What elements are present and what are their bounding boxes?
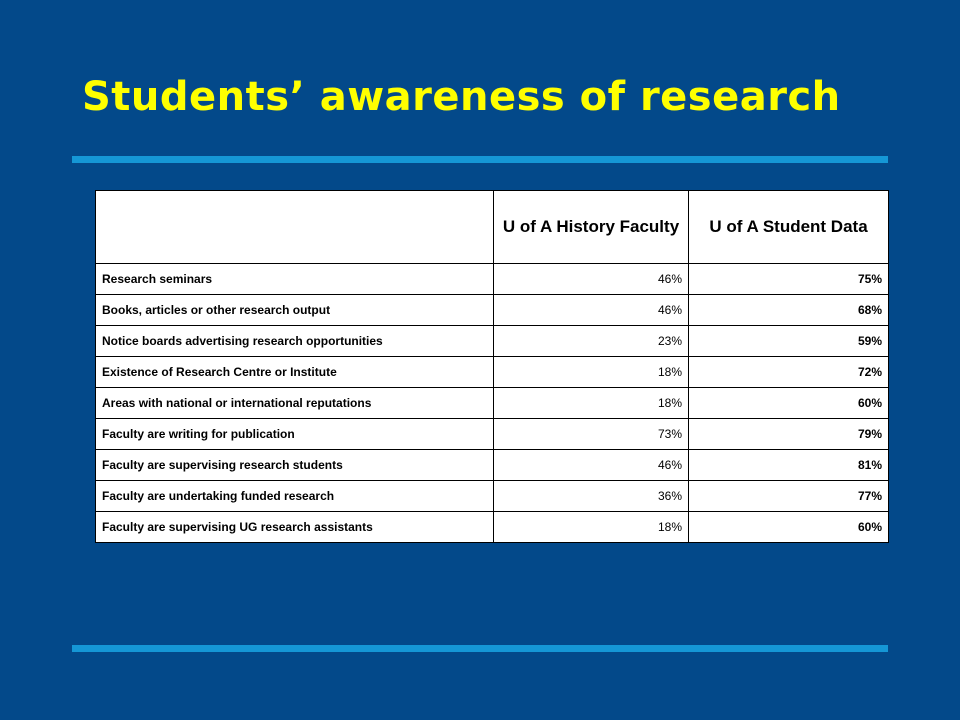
table-row: Existence of Research Centre or Institut…: [95, 356, 889, 388]
row-label: Research seminars: [95, 263, 494, 295]
student-value: 81%: [688, 449, 889, 481]
faculty-value: 18%: [493, 511, 689, 543]
row-label: Areas with national or international rep…: [95, 387, 494, 419]
table-row: Research seminars 46% 75%: [95, 263, 889, 295]
header-history-faculty: U of A History Faculty: [493, 190, 689, 264]
row-label: Faculty are supervising UG research assi…: [95, 511, 494, 543]
table-row: Areas with national or international rep…: [95, 387, 889, 419]
student-value: 72%: [688, 356, 889, 388]
table-row: Faculty are writing for publication 73% …: [95, 418, 889, 450]
student-value: 59%: [688, 325, 889, 357]
table-row: Notice boards advertising research oppor…: [95, 325, 889, 357]
table-row: Faculty are undertaking funded research …: [95, 480, 889, 512]
row-label: Faculty are supervising research student…: [95, 449, 494, 481]
table-header-row: U of A History Faculty U of A Student Da…: [95, 190, 889, 264]
top-divider: [72, 156, 888, 163]
faculty-value: 46%: [493, 449, 689, 481]
student-value: 60%: [688, 511, 889, 543]
header-empty: [95, 190, 494, 264]
faculty-value: 18%: [493, 387, 689, 419]
row-label: Books, articles or other research output: [95, 294, 494, 326]
row-label: Faculty are undertaking funded research: [95, 480, 494, 512]
faculty-value: 73%: [493, 418, 689, 450]
header-student-data: U of A Student Data: [688, 190, 889, 264]
student-value: 60%: [688, 387, 889, 419]
faculty-value: 46%: [493, 294, 689, 326]
student-value: 75%: [688, 263, 889, 295]
student-value: 77%: [688, 480, 889, 512]
student-value: 79%: [688, 418, 889, 450]
faculty-value: 18%: [493, 356, 689, 388]
table-row: Books, articles or other research output…: [95, 294, 889, 326]
awareness-table: U of A History Faculty U of A Student Da…: [95, 190, 889, 543]
table-row: Faculty are supervising UG research assi…: [95, 511, 889, 543]
faculty-value: 46%: [493, 263, 689, 295]
bottom-divider: [72, 645, 888, 652]
row-label: Faculty are writing for publication: [95, 418, 494, 450]
faculty-value: 36%: [493, 480, 689, 512]
row-label: Existence of Research Centre or Institut…: [95, 356, 494, 388]
table-row: Faculty are supervising research student…: [95, 449, 889, 481]
slide-title: Students’ awareness of research: [82, 74, 841, 120]
row-label: Notice boards advertising research oppor…: [95, 325, 494, 357]
faculty-value: 23%: [493, 325, 689, 357]
student-value: 68%: [688, 294, 889, 326]
